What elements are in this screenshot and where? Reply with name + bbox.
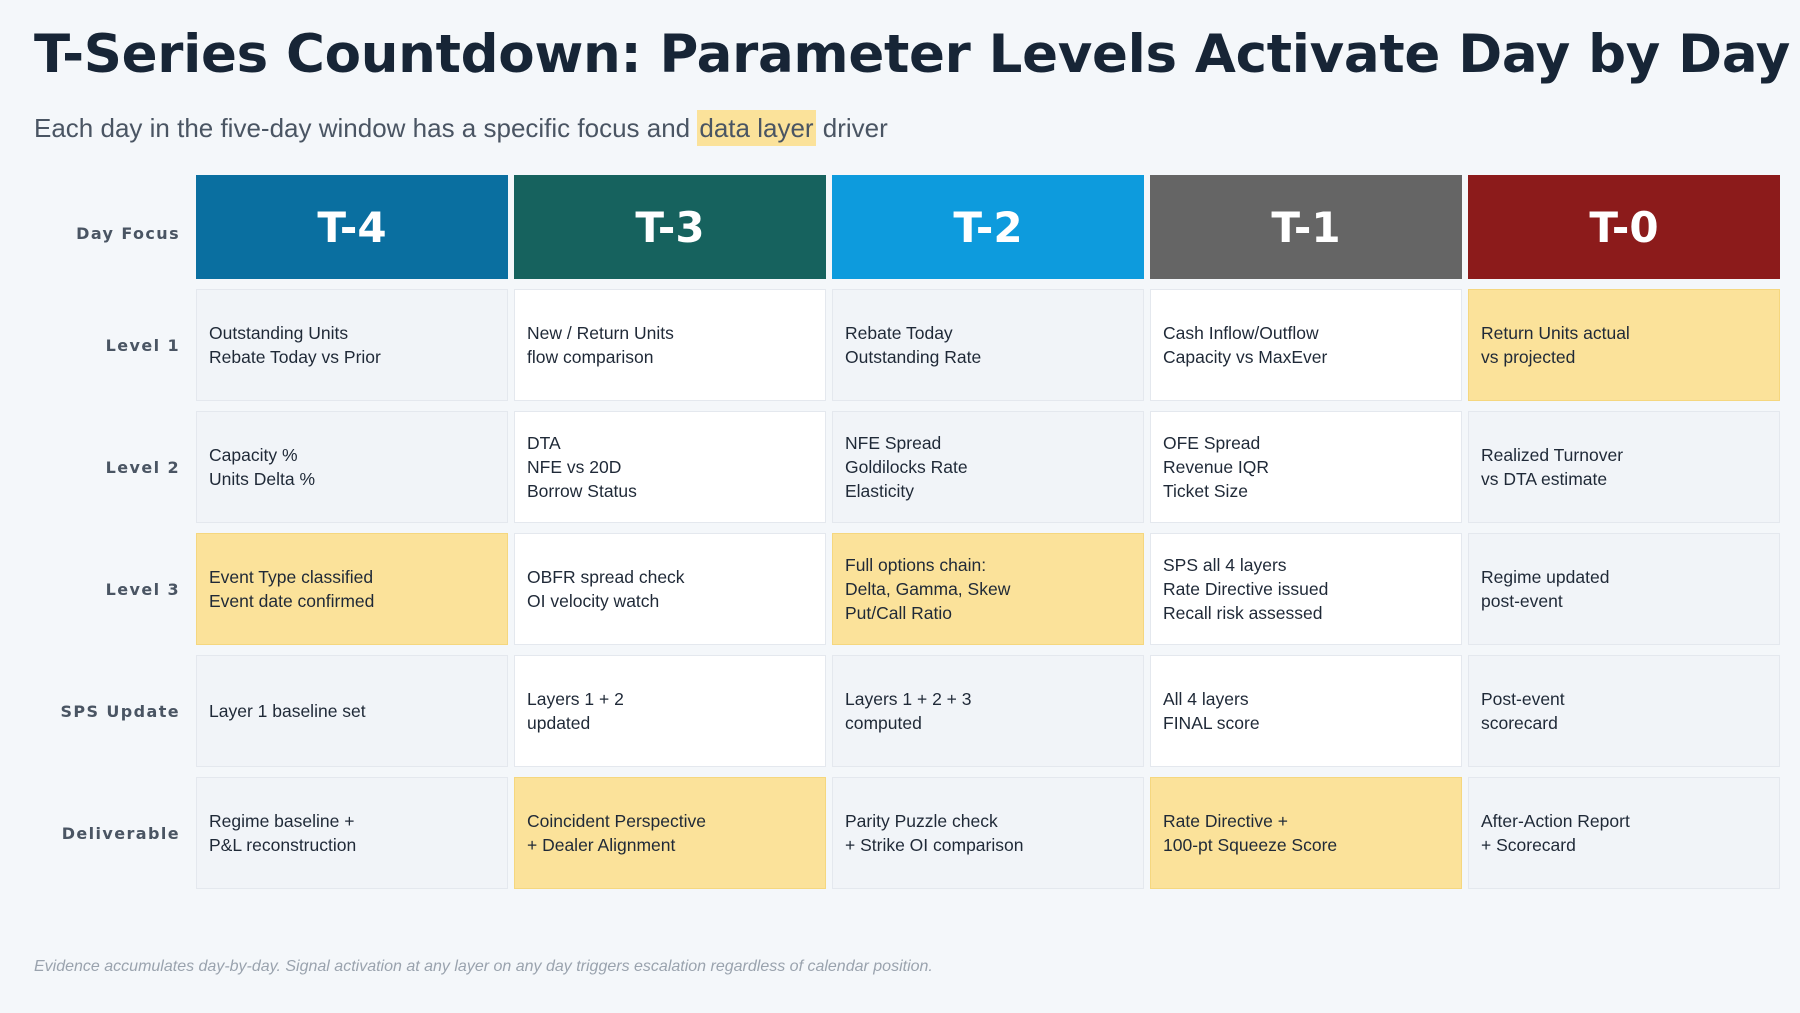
cell-line: vs projected: [1481, 347, 1576, 367]
cell-line: Layers 1 + 2: [527, 689, 624, 709]
cell-line: DTA: [527, 433, 561, 453]
cell-t3-level2: DTA NFE vs 20D Borrow Status: [514, 411, 826, 523]
row-label-day-focus: Day Focus: [76, 223, 180, 243]
cell-line: Layers 1 + 2 + 3: [845, 689, 972, 709]
cell-line: Units Delta %: [209, 469, 316, 489]
cell-t3-level1: New / Return Units flow comparison: [514, 289, 826, 401]
cell-line: New / Return Units: [527, 323, 674, 343]
cell-t4-level2: Capacity % Units Delta %: [196, 411, 508, 523]
day-header-t2: T-2: [832, 175, 1144, 279]
cell-line: OI velocity watch: [527, 591, 660, 611]
cell-line: Rebate Today: [845, 323, 953, 343]
cell-t2-level2: NFE Spread Goldilocks Rate Elasticity: [832, 411, 1144, 523]
cell-line: Rate Directive issued: [1163, 579, 1329, 599]
subtitle-text-end: driver: [815, 113, 888, 143]
cell-line: Revenue IQR: [1163, 457, 1270, 477]
cell-line: Recall risk assessed: [1163, 603, 1323, 623]
day-header-t1: T-1: [1150, 175, 1462, 279]
cell-line: Capacity %: [209, 445, 298, 465]
cell-line: Regime baseline +: [209, 811, 355, 831]
cell-line: Elasticity: [845, 481, 915, 501]
countdown-matrix: Day Focus T-4 T-3 T-2 T-1 T-0 Level 1 Ou…: [60, 175, 1780, 889]
cell-line: NFE Spread: [845, 433, 942, 453]
cell-t1-level2: OFE Spread Revenue IQR Ticket Size: [1150, 411, 1462, 523]
cell-line: computed: [845, 713, 922, 733]
cell-t4-deliverable: Regime baseline + P&L reconstruction: [196, 777, 508, 889]
cell-line: Full options chain:: [845, 555, 987, 575]
cell-t3-level3: OBFR spread check OI velocity watch: [514, 533, 826, 645]
cell-t1-deliverable: Rate Directive + 100-pt Squeeze Score: [1150, 777, 1462, 889]
cell-line: Post-event: [1481, 689, 1565, 709]
cell-line: OBFR spread check: [527, 567, 685, 587]
cell-t2-deliverable: Parity Puzzle check + Strike OI comparis…: [832, 777, 1144, 889]
page-subtitle: Each day in the five-day window has a sp…: [34, 110, 888, 146]
cell-line: Delta, Gamma, Skew: [845, 579, 1011, 599]
cell-line: Rebate Today vs Prior: [209, 347, 381, 367]
cell-line: Realized Turnover: [1481, 445, 1624, 465]
cell-line: vs DTA estimate: [1481, 469, 1608, 489]
cell-line: Event date confirmed: [209, 591, 375, 611]
cell-t2-sps: Layers 1 + 2 + 3 computed: [832, 655, 1144, 767]
cell-t4-sps: Layer 1 baseline set: [196, 655, 508, 767]
row-label-level-3: Level 3: [105, 579, 180, 599]
cell-line: Layer 1 baseline set: [209, 701, 366, 721]
cell-line: Parity Puzzle check: [845, 811, 998, 831]
cell-line: Capacity vs MaxEver: [1163, 347, 1328, 367]
cell-line: Cash Inflow/Outflow: [1163, 323, 1319, 343]
cell-line: Outstanding Units: [209, 323, 349, 343]
cell-line: 100-pt Squeeze Score: [1163, 835, 1338, 855]
cell-line: flow comparison: [527, 347, 654, 367]
cell-line: Put/Call Ratio: [845, 603, 952, 623]
cell-line: Rate Directive +: [1163, 811, 1288, 831]
cell-t1-level3: SPS all 4 layers Rate Directive issued R…: [1150, 533, 1462, 645]
subtitle-highlight: data layer: [697, 110, 816, 146]
day-header-t3: T-3: [514, 175, 826, 279]
cell-t0-level2: Realized Turnover vs DTA estimate: [1468, 411, 1780, 523]
cell-line: updated: [527, 713, 591, 733]
cell-line: NFE vs 20D: [527, 457, 622, 477]
cell-t0-level3: Regime updated post-event: [1468, 533, 1780, 645]
row-label-level-2: Level 2: [105, 457, 180, 477]
cell-t1-sps: All 4 layers FINAL score: [1150, 655, 1462, 767]
cell-t0-sps: Post-event scorecard: [1468, 655, 1780, 767]
cell-line: Goldilocks Rate: [845, 457, 968, 477]
footnote: Evidence accumulates day-by-day. Signal …: [34, 958, 933, 975]
cell-line: + Dealer Alignment: [527, 835, 676, 855]
cell-line: Event Type classified: [209, 567, 374, 587]
day-header-t0: T-0: [1468, 175, 1780, 279]
cell-line: All 4 layers: [1163, 689, 1249, 709]
row-label-deliverable: Deliverable: [61, 823, 180, 843]
cell-line: post-event: [1481, 591, 1563, 611]
cell-t0-deliverable: After-Action Report + Scorecard: [1468, 777, 1780, 889]
row-label-sps-update: SPS Update: [60, 701, 180, 721]
cell-t3-sps: Layers 1 + 2 updated: [514, 655, 826, 767]
subtitle-text-start: Each day in the five-day window has a sp…: [34, 113, 698, 143]
cell-t1-level1: Cash Inflow/Outflow Capacity vs MaxEver: [1150, 289, 1462, 401]
cell-line: P&L reconstruction: [209, 835, 357, 855]
cell-line: After-Action Report: [1481, 811, 1630, 831]
cell-line: + Scorecard: [1481, 835, 1576, 855]
cell-t0-level1: Return Units actual vs projected: [1468, 289, 1780, 401]
cell-line: Ticket Size: [1163, 481, 1248, 501]
cell-line: FINAL score: [1163, 713, 1260, 733]
row-label-level-1: Level 1: [105, 335, 180, 355]
cell-t3-deliverable: Coincident Perspective + Dealer Alignmen…: [514, 777, 826, 889]
cell-line: OFE Spread: [1163, 433, 1261, 453]
cell-line: scorecard: [1481, 713, 1558, 733]
cell-line: Return Units actual: [1481, 323, 1630, 343]
cell-t2-level1: Rebate Today Outstanding Rate: [832, 289, 1144, 401]
day-header-t4: T-4: [196, 175, 508, 279]
page-title: T-Series Countdown: Parameter Levels Act…: [34, 24, 1790, 85]
cell-line: Coincident Perspective: [527, 811, 706, 831]
cell-line: Regime updated: [1481, 567, 1610, 587]
cell-line: Borrow Status: [527, 481, 637, 501]
cell-line: SPS all 4 layers: [1163, 555, 1287, 575]
cell-t4-level3: Event Type classified Event date confirm…: [196, 533, 508, 645]
cell-line: + Strike OI comparison: [845, 835, 1024, 855]
cell-t4-level1: Outstanding Units Rebate Today vs Prior: [196, 289, 508, 401]
cell-t2-level3: Full options chain: Delta, Gamma, Skew P…: [832, 533, 1144, 645]
cell-line: Outstanding Rate: [845, 347, 982, 367]
